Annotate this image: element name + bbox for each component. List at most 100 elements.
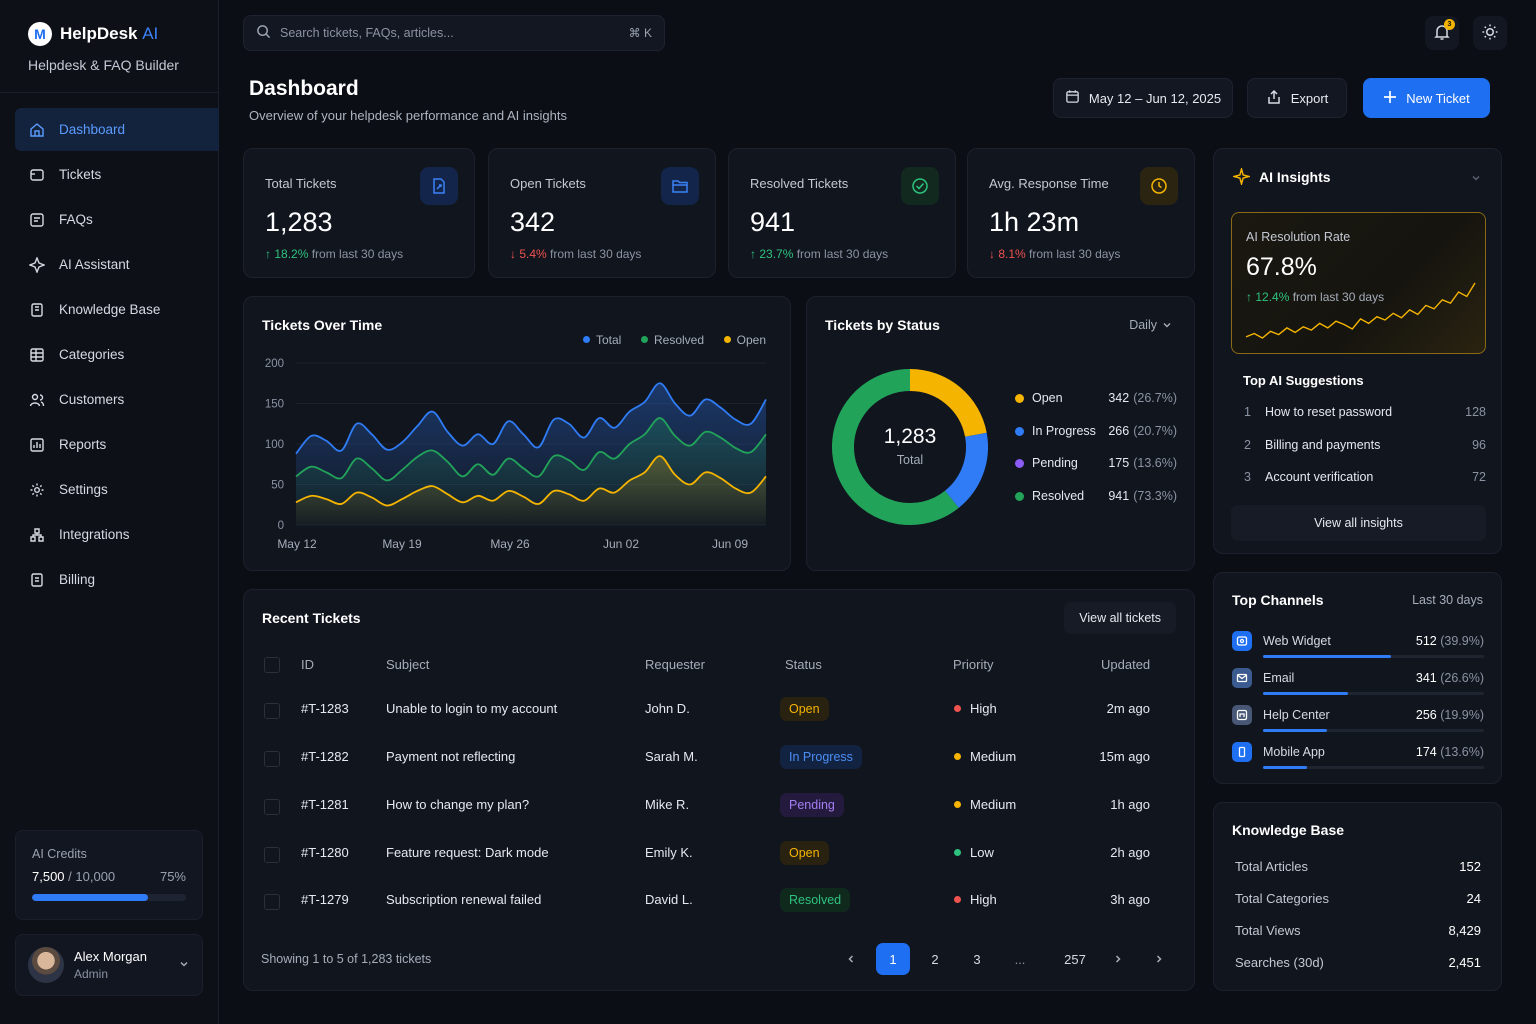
notifications-button[interactable]: 3 xyxy=(1425,16,1459,50)
channel-bar-fill xyxy=(1263,766,1307,769)
channel-bar-fill xyxy=(1263,729,1327,732)
ticket-id[interactable]: #T-1282 xyxy=(301,749,349,764)
col-updated[interactable]: Updated xyxy=(1101,657,1151,672)
chevron-down-icon[interactable] xyxy=(1471,173,1481,183)
ticket-id[interactable]: #T-1281 xyxy=(301,797,349,812)
sidebar-item-reports[interactable]: Reports xyxy=(15,423,219,466)
date-range-label: May 12 – Jun 12, 2025 xyxy=(1088,90,1222,106)
table-row[interactable]: #T-1282 Payment not reflecting Sarah M. In … xyxy=(243,735,1195,783)
sidebar-item-settings[interactable]: Settings xyxy=(15,468,219,511)
col-status[interactable]: Status xyxy=(785,657,822,672)
sidebar-item-label: FAQs xyxy=(59,212,93,227)
row-checkbox[interactable] xyxy=(264,894,280,910)
table-row[interactable]: #T-1279 Subscription renewal failed David … xyxy=(243,878,1195,926)
donut-slice-open xyxy=(909,369,987,438)
sidebar-item-tickets[interactable]: Tickets xyxy=(15,153,219,196)
stat-card-total-tickets: Total Tickets 1,283 ↑ 18.2% from last 30… xyxy=(243,148,475,278)
period-select[interactable]: Daily xyxy=(1129,318,1172,332)
pagination-page-2[interactable]: 2 xyxy=(931,951,939,967)
new-ticket-button[interactable]: New Ticket xyxy=(1363,78,1490,118)
search-icon xyxy=(256,24,271,42)
stat-change: ↓ 5.4% from last 30 days xyxy=(510,247,642,261)
check-circle-icon xyxy=(901,167,939,205)
export-button[interactable]: Export xyxy=(1247,78,1347,118)
sidebar-item-categories[interactable]: Categories xyxy=(15,333,219,376)
select-all-checkbox[interactable] xyxy=(264,657,280,673)
ticket-subject[interactable]: How to change my plan? xyxy=(386,797,530,812)
knowledge-base-card: Knowledge Base Total Articles 152 Total C… xyxy=(1213,802,1502,991)
table-row[interactable]: #T-1280 Feature request: Dark mode Emily K… xyxy=(243,831,1195,879)
pagination-page-1[interactable]: 1 xyxy=(876,943,910,975)
series-line-total xyxy=(295,382,767,455)
sidebar-item-faqs[interactable]: FAQs xyxy=(15,198,219,241)
clock-icon xyxy=(1140,167,1178,205)
col-subject[interactable]: Subject xyxy=(386,657,430,672)
ticket-requester: John D. xyxy=(645,701,690,716)
col-requester[interactable]: Requester xyxy=(645,657,705,672)
sidebar-item-billing[interactable]: Billing xyxy=(15,558,219,601)
row-checkbox[interactable] xyxy=(264,703,280,719)
channel-email[interactable]: Email 341 (26.6%) xyxy=(1232,668,1484,702)
legend-resolved[interactable]: Resolved xyxy=(640,333,704,347)
suggestion-item[interactable]: 3 Account verification 72 xyxy=(1244,470,1486,484)
sidebar-item-ai-assistant[interactable]: AI Assistant xyxy=(15,243,219,286)
legend-open[interactable]: Open xyxy=(723,333,766,347)
ticket-id[interactable]: #T-1279 xyxy=(301,892,349,907)
avatar xyxy=(28,947,64,983)
ticket-subject[interactable]: Subscription renewal failed xyxy=(386,892,542,907)
chevron-right-icon xyxy=(1115,955,1121,963)
user-menu[interactable]: Alex Morgan Admin xyxy=(15,934,203,996)
stat-value: 342 xyxy=(510,207,556,237)
y-tick-label: 0 xyxy=(278,520,284,532)
donut-chart xyxy=(832,369,988,525)
legend-total[interactable]: Total xyxy=(583,333,621,347)
ai-credits-usage: 7,500 / 10,000 xyxy=(32,869,116,884)
theme-toggle-button[interactable] xyxy=(1473,16,1507,50)
view-all-tickets-button[interactable]: View all tickets xyxy=(1064,602,1176,634)
pagination-page-3[interactable]: 3 xyxy=(973,951,981,967)
priority-indicator: Medium xyxy=(954,797,1016,812)
pagination-page-last[interactable]: 257 xyxy=(1064,951,1086,967)
pagination-next-button[interactable] xyxy=(1101,943,1135,975)
y-tick-label: 50 xyxy=(271,480,284,492)
row-checkbox[interactable] xyxy=(264,799,280,815)
ticket-id[interactable]: #T-1283 xyxy=(301,701,349,716)
col-id[interactable]: ID xyxy=(301,657,314,672)
table-row[interactable]: #T-1283 Unable to login to my account John… xyxy=(243,687,1195,735)
sidebar-item-customers[interactable]: Customers xyxy=(15,378,219,421)
channel-help-center[interactable]: Help Center 256 (19.9%) xyxy=(1232,705,1484,739)
export-label: Export xyxy=(1290,90,1329,106)
channel-web-widget[interactable]: Web Widget 512 (39.9%) xyxy=(1232,631,1484,665)
row-checkbox[interactable] xyxy=(264,847,280,863)
recent-tickets-title: Recent Tickets xyxy=(262,610,361,626)
suggestion-item[interactable]: 2 Billing and payments 96 xyxy=(1244,438,1486,452)
sidebar: M HelpDesk AI Helpdesk & FAQ Builder Das… xyxy=(0,0,219,1024)
view-all-insights-button[interactable]: View all insights xyxy=(1231,505,1486,541)
col-priority[interactable]: Priority xyxy=(953,657,994,672)
suggestion-item[interactable]: 1 How to reset password 128 xyxy=(1244,405,1486,419)
ticket-subject[interactable]: Feature request: Dark mode xyxy=(386,845,549,860)
brand[interactable]: M HelpDesk AI xyxy=(28,22,158,46)
document-icon xyxy=(420,167,458,205)
sidebar-item-knowledge-base[interactable]: Knowledge Base xyxy=(15,288,219,331)
search-input[interactable]: Search tickets, FAQs, articles... ⌘ K xyxy=(243,15,665,51)
sidebar-item-label: Integrations xyxy=(59,527,130,542)
chevron-down-icon[interactable] xyxy=(178,958,190,973)
stat-card-resolved-tickets: Resolved Tickets 941 ↑ 23.7% from last 3… xyxy=(728,148,956,278)
priority-indicator: Low xyxy=(954,845,994,860)
date-range-button[interactable]: May 12 – Jun 12, 2025 xyxy=(1053,78,1233,118)
ai-credits-label: AI Credits xyxy=(32,847,87,861)
row-checkbox[interactable] xyxy=(264,751,280,767)
sidebar-item-dashboard[interactable]: Dashboard xyxy=(15,108,219,151)
ticket-subject[interactable]: Payment not reflecting xyxy=(386,749,516,764)
pagination-last-button[interactable] xyxy=(1142,943,1176,975)
ticket-subject[interactable]: Unable to login to my account xyxy=(386,701,558,716)
sidebar-item-integrations[interactable]: Integrations xyxy=(15,513,219,556)
sidebar-item-label: Knowledge Base xyxy=(59,302,161,317)
page-title: Dashboard xyxy=(249,77,359,100)
ticket-id[interactable]: #T-1280 xyxy=(301,845,349,860)
channel-mobile-app[interactable]: Mobile App 174 (13.6%) xyxy=(1232,742,1484,776)
brand-name: HelpDesk AI xyxy=(60,24,159,43)
pagination-prev-button[interactable] xyxy=(834,943,868,975)
table-row[interactable]: #T-1281 How to change my plan? Mike R. Pend… xyxy=(243,783,1195,831)
